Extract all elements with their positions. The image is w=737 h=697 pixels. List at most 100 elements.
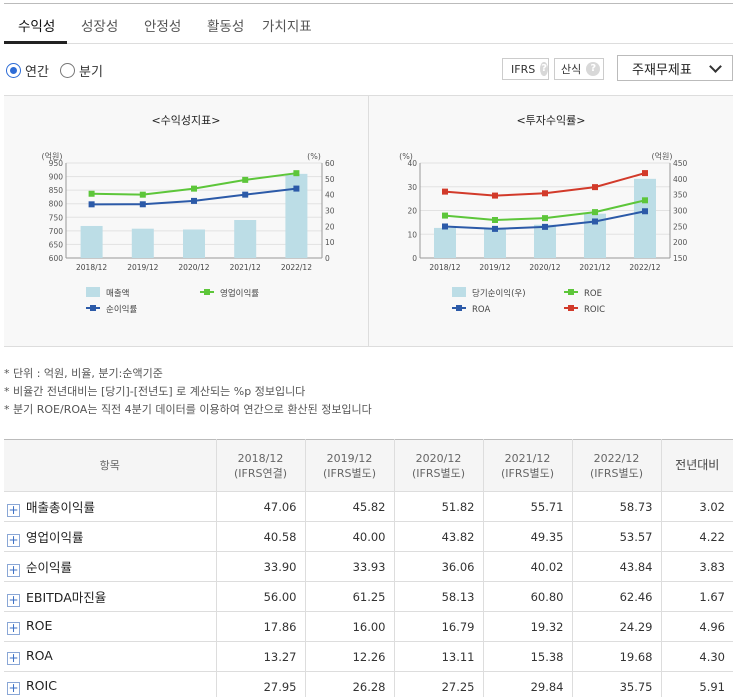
right-tick-label: 250 bbox=[673, 222, 688, 231]
left-tick-label: 700 bbox=[49, 227, 64, 236]
expand-plus-icon[interactable]: + bbox=[7, 562, 20, 577]
value-cell: 13.27 bbox=[215, 641, 306, 672]
formula-label: 산식 bbox=[561, 63, 582, 76]
statement-select[interactable]: 주재무제표 bbox=[617, 55, 733, 81]
radio-quarter-label: 분기 bbox=[79, 64, 103, 80]
row-label: 영업이익률 bbox=[26, 529, 84, 545]
header-col-3: 2020/12 (IFRS별도) bbox=[393, 439, 484, 492]
value-cell: 16.79 bbox=[393, 611, 484, 642]
value-cell: 51.82 bbox=[393, 491, 484, 522]
ifrs-button[interactable]: IFRS ? bbox=[502, 58, 549, 80]
expand-plus-icon[interactable]: + bbox=[7, 532, 20, 547]
legend-marker bbox=[568, 289, 574, 295]
row-label-cell: + EBITDA마진율 bbox=[4, 581, 217, 612]
value-cell: 47.06 bbox=[215, 491, 306, 522]
tab-profitability[interactable]: 수익성 bbox=[18, 19, 56, 35]
ratio-tabs: 수익성 성장성 안정성 활동성 가치지표 bbox=[4, 4, 733, 44]
header-yoy: 전년대비 bbox=[660, 439, 733, 492]
left-tick-label: 950 bbox=[49, 159, 64, 168]
radio-annual-indicator[interactable] bbox=[6, 62, 21, 78]
value-cell: 58.73 bbox=[571, 491, 662, 522]
line-point bbox=[442, 188, 448, 195]
line-point bbox=[88, 201, 95, 208]
yoy-cell: 3.83 bbox=[660, 551, 733, 582]
value-cell: 15.38 bbox=[482, 641, 573, 672]
left-tick-label: 20 bbox=[407, 207, 417, 216]
left-tick-label: 600 bbox=[49, 254, 64, 263]
expand-plus-icon[interactable]: + bbox=[7, 651, 20, 665]
header-year: 2022/12 bbox=[593, 451, 640, 465]
expand-plus-icon[interactable]: + bbox=[7, 592, 20, 607]
legend-marker bbox=[568, 305, 574, 311]
value-cell: 27.25 bbox=[393, 671, 484, 697]
charts-area bbox=[4, 95, 733, 347]
formula-help-icon[interactable]: ? bbox=[586, 62, 601, 76]
row-label: 매출총이익률 bbox=[26, 499, 96, 515]
radio-quarter-indicator[interactable] bbox=[60, 62, 75, 78]
line-point bbox=[492, 217, 498, 223]
bar bbox=[484, 228, 506, 258]
bar bbox=[80, 225, 103, 258]
expand-plus-icon[interactable]: + bbox=[7, 502, 20, 517]
tab-stability[interactable]: 안정성 bbox=[144, 19, 182, 35]
line-point bbox=[442, 223, 448, 230]
legend-marker bbox=[204, 289, 210, 295]
chart-title: <수익성지표> bbox=[151, 114, 220, 127]
table-row: + ROE 17.86 16.00 16.79 19.32 24.29 4.96 bbox=[4, 611, 733, 642]
row-label-cell: + ROE bbox=[4, 611, 217, 642]
x-tick-label: 2021/12 bbox=[230, 263, 261, 272]
active-tab-indicator bbox=[4, 41, 67, 44]
line-point bbox=[492, 225, 498, 232]
right-tick-label: 30 bbox=[325, 207, 335, 216]
ifrs-help-icon[interactable]: ? bbox=[540, 62, 548, 76]
radio-annual[interactable]: 연간 bbox=[6, 61, 49, 80]
value-cell: 53.57 bbox=[571, 521, 662, 552]
right-tick-label: 10 bbox=[325, 238, 335, 247]
formula-button[interactable]: 산식 ? bbox=[554, 58, 604, 80]
value-cell: 33.90 bbox=[215, 551, 306, 582]
x-tick-label: 2021/12 bbox=[579, 263, 610, 272]
radio-quarter[interactable]: 분기 bbox=[60, 61, 103, 80]
value-cell: 55.71 bbox=[482, 491, 573, 522]
header-year: 2021/12 bbox=[504, 451, 551, 465]
legend-label: ROE bbox=[584, 289, 602, 299]
legend-label: 순이익률 bbox=[106, 304, 137, 315]
value-cell: 16.00 bbox=[304, 611, 395, 642]
header-basis: (IFRS별도) bbox=[589, 466, 644, 480]
legend-label: 영업이익률 bbox=[220, 288, 259, 299]
value-cell: 40.58 bbox=[215, 521, 306, 552]
header-col-5: 2022/12 (IFRS별도) bbox=[571, 439, 662, 492]
right-tick-label: 60 bbox=[325, 159, 335, 168]
value-cell: 56.00 bbox=[215, 581, 306, 612]
right-axis-unit: (억원) bbox=[652, 151, 673, 161]
tab-growth[interactable]: 성장성 bbox=[81, 19, 119, 35]
radio-annual-label: 연간 bbox=[25, 64, 49, 80]
legend-marker bbox=[456, 305, 462, 311]
tab-valuation[interactable]: 가치지표 bbox=[262, 19, 312, 35]
legend-marker bbox=[90, 305, 96, 311]
line-point bbox=[542, 215, 548, 222]
x-tick-label: 2020/12 bbox=[529, 263, 560, 272]
yoy-cell: 4.22 bbox=[660, 521, 733, 552]
value-cell: 13.11 bbox=[393, 641, 484, 672]
value-cell: 36.06 bbox=[393, 551, 484, 582]
expand-plus-icon[interactable]: + bbox=[7, 681, 20, 695]
bar bbox=[434, 227, 456, 258]
header-year: 2018/12 bbox=[237, 451, 284, 465]
x-tick-label: 2020/12 bbox=[178, 263, 209, 272]
expand-plus-icon[interactable]: + bbox=[7, 621, 20, 635]
table-row: + 매출총이익률 47.06 45.82 51.82 55.71 58.73 3.02 bbox=[4, 491, 733, 522]
statement-select-value: 주재무제표 bbox=[632, 62, 692, 78]
right-tick-label: 450 bbox=[673, 159, 688, 168]
row-label-cell: + 순이익률 bbox=[4, 551, 217, 582]
line-point bbox=[542, 223, 548, 230]
legend-label: 매출액 bbox=[106, 288, 129, 299]
note-unit: * 단위 : 억원, 비율, 분기:순액기준 bbox=[4, 367, 163, 380]
value-cell: 62.46 bbox=[571, 581, 662, 612]
table-row: + EBITDA마진율 56.00 61.25 58.13 60.80 62.46 1.67 bbox=[4, 581, 733, 612]
bar bbox=[234, 220, 257, 258]
value-cell: 27.95 bbox=[215, 671, 306, 697]
left-tick-label: 850 bbox=[49, 186, 64, 195]
tab-activity[interactable]: 활동성 bbox=[207, 19, 245, 35]
